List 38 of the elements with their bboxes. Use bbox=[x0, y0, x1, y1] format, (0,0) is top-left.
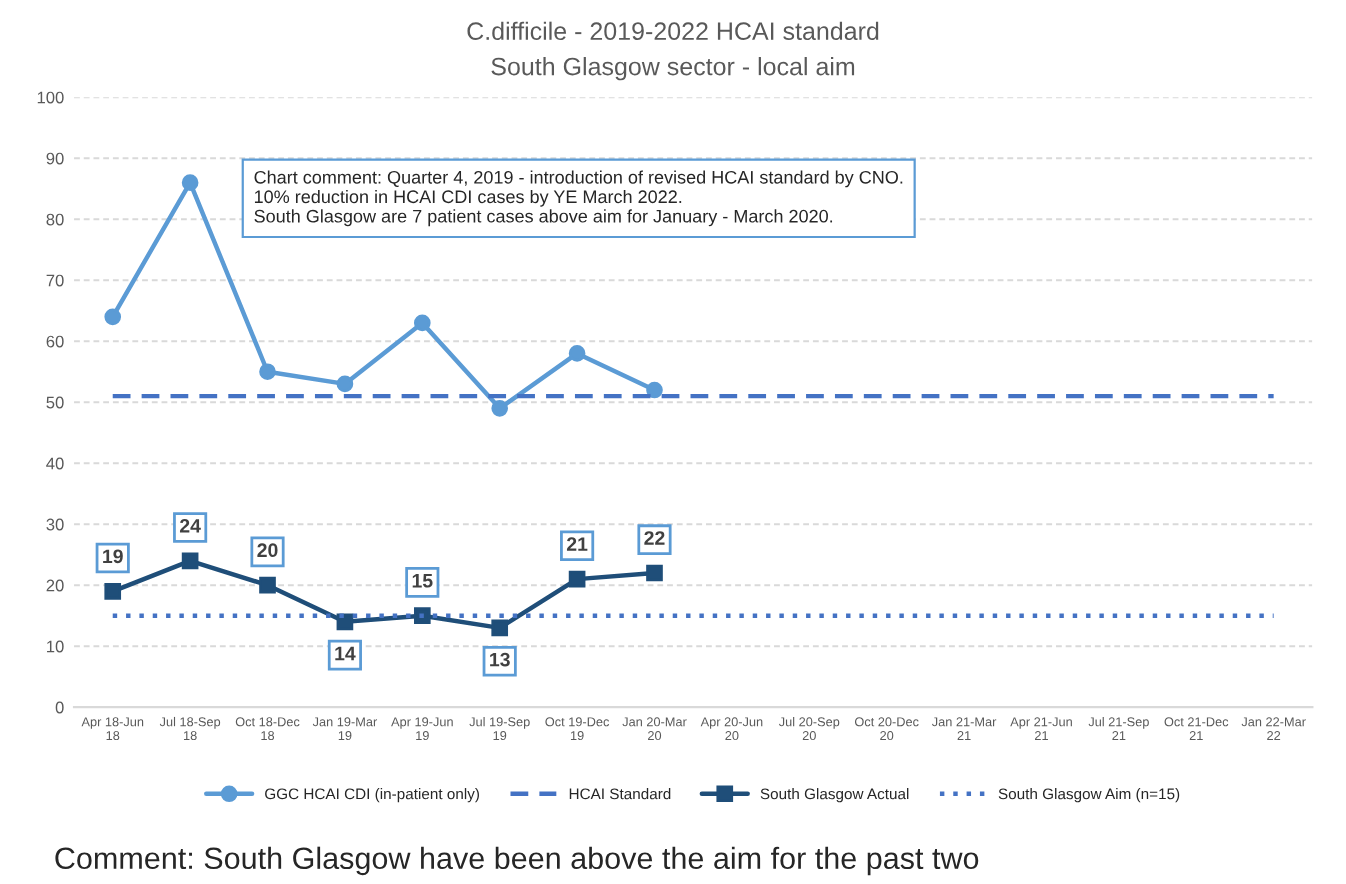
text: Comment: South Glasgow have been above the aim for the past two bbox=[55, 846, 979, 876]
data-label: 20 bbox=[257, 543, 278, 558]
point bbox=[646, 381, 663, 399]
point bbox=[413, 314, 431, 332]
point bbox=[104, 582, 122, 600]
y-tick-label: 50 bbox=[46, 396, 64, 409]
y-tick-label: 30 bbox=[46, 518, 64, 531]
data-label: 19 bbox=[103, 549, 123, 564]
y-tick-label: 90 bbox=[46, 152, 64, 165]
annotation: Chart comment: Quarter 4, 2019 - introduction of revised HCAI standard by CNO. 10% reduction in HCAI CDI cases by YE March 2022. South Glasgow are 7 patient cases above aim for January - March 2020. bbox=[254, 170, 903, 227]
point bbox=[491, 399, 509, 417]
chart-subtitle: South Glasgow sector - local aim bbox=[491, 57, 855, 81]
point bbox=[491, 619, 509, 637]
data-label: 21 bbox=[566, 537, 588, 551]
y-tick-label: 60 bbox=[46, 335, 64, 348]
y-tick-label: 80 bbox=[46, 213, 64, 226]
point bbox=[104, 308, 122, 326]
y-tick-label: 20 bbox=[46, 579, 64, 592]
point bbox=[568, 570, 586, 588]
point bbox=[259, 363, 276, 381]
point bbox=[181, 174, 199, 191]
data-label: 24 bbox=[179, 518, 201, 533]
point bbox=[181, 552, 199, 570]
data-label: 15 bbox=[412, 574, 433, 588]
point bbox=[646, 564, 663, 582]
y-tick-label: 10 bbox=[47, 640, 64, 653]
data-label: 13 bbox=[490, 652, 510, 667]
y-tick-label: 70 bbox=[46, 274, 64, 287]
chart-title: C.difficile - 2019-2022 HCAI standard bbox=[467, 21, 879, 41]
data-label: 22 bbox=[644, 531, 665, 545]
y-tick-label: 0 bbox=[55, 701, 64, 714]
point bbox=[568, 345, 586, 362]
data-label: 14 bbox=[335, 646, 356, 661]
point bbox=[259, 576, 276, 594]
y-tick-label: 40 bbox=[46, 457, 64, 470]
y-tick-label: 100 bbox=[37, 91, 64, 104]
point bbox=[336, 375, 354, 393]
point bbox=[336, 613, 354, 631]
